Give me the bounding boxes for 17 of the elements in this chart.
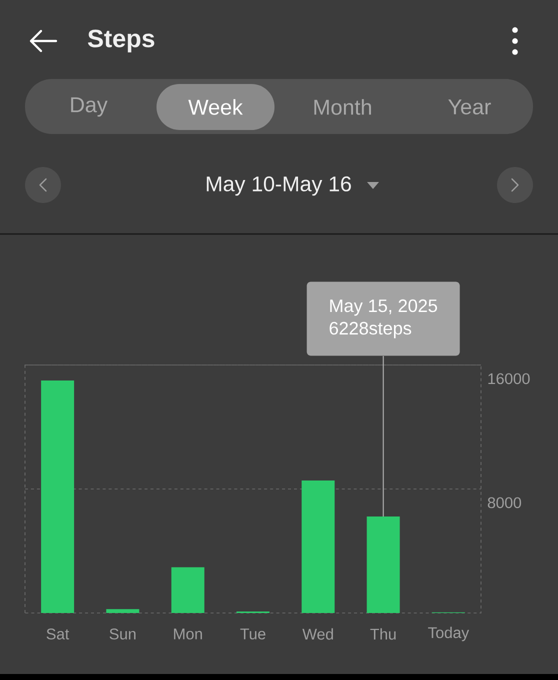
text: Year bbox=[448, 99, 491, 114]
chart-subtitle: May 10-May 16 bbox=[206, 176, 351, 196]
x-tick-label: Thu bbox=[370, 628, 396, 640]
y-tick-label: 8000 bbox=[488, 497, 522, 508]
chart-title: Steps bbox=[88, 30, 154, 52]
x-tick-label: Mon bbox=[174, 628, 202, 640]
text: Month bbox=[314, 99, 371, 115]
text: Day bbox=[71, 97, 108, 117]
x-tick-label: Sun bbox=[110, 628, 136, 640]
annotation: 6228steps bbox=[330, 322, 412, 338]
text: May 15, 2025 bbox=[330, 299, 438, 316]
x-tick-label: Tue bbox=[240, 628, 266, 640]
text: Week bbox=[188, 99, 243, 115]
x-tick-label: Wed bbox=[302, 628, 333, 640]
y-tick-label: 16000 bbox=[488, 373, 530, 384]
x-tick-label: Sat bbox=[46, 628, 70, 640]
x-tick-label: Today bbox=[428, 626, 470, 642]
